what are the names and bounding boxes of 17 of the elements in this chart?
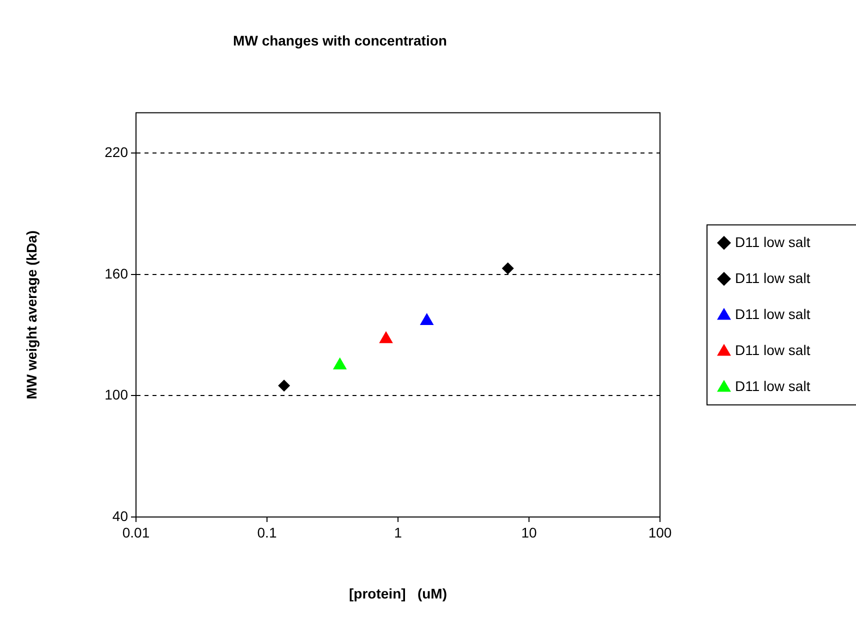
x-tick-label: 0.01 bbox=[122, 524, 150, 540]
legend-label: D11 low salt bbox=[735, 306, 810, 322]
x-axis-title: [protein] (uM) bbox=[349, 585, 447, 602]
y-tick-label: 100 bbox=[104, 386, 128, 403]
y-tick-label: 40 bbox=[112, 508, 128, 524]
y-tick-label: 220 bbox=[104, 144, 128, 160]
chart-title: MW changes with concentration bbox=[233, 32, 447, 48]
x-tick-label: 1 bbox=[394, 524, 402, 540]
legend-label: D11 low salt bbox=[735, 270, 810, 286]
y-axis-title: MW weight average (kDa) bbox=[23, 230, 40, 400]
x-tick-label: 100 bbox=[648, 524, 672, 540]
legend-label: D11 low salt bbox=[735, 378, 810, 394]
x-tick-label: 0.1 bbox=[257, 524, 277, 540]
y-tick-label: 160 bbox=[104, 265, 128, 282]
legend-label: D11 low salt bbox=[735, 234, 810, 250]
x-tick-label: 10 bbox=[521, 524, 537, 540]
legend-label: D11 low salt bbox=[735, 342, 810, 358]
